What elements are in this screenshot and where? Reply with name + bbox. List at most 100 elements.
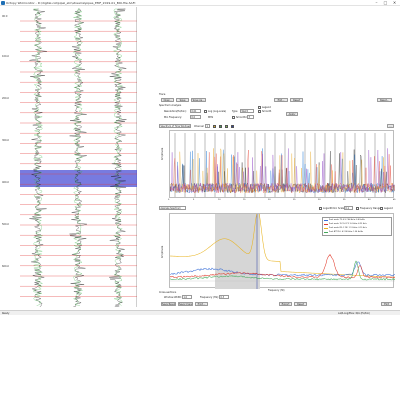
row-label: 00:0 [2, 15, 8, 18]
spectrum-chart[interactable]: Peak mode 7% 0.9 7.44 Hz/a: 0.4 Hz/Hz Pe… [169, 210, 396, 289]
save-results-button[interactable]: Save Results [161, 302, 176, 306]
channel-swatches [213, 124, 243, 128]
log-freq-checkbox[interactable] [319, 207, 322, 210]
frequency-input[interactable]: 0.3 [219, 295, 229, 299]
x-tick-label: 0 [168, 199, 170, 201]
legend-checkbox[interactable] [258, 106, 261, 109]
spectrum-curve [169, 260, 396, 281]
cross-section-label: Cross-sections [159, 291, 177, 294]
export-button[interactable]: Export [279, 302, 292, 306]
seismogram-panel[interactable]: 00:0 100-0 200-0 300-0 400-0 500-0 600-0 [0, 7, 137, 308]
spectrum-section-label: Spectrum Analysis [159, 104, 182, 107]
freq-range-checkbox[interactable] [356, 207, 359, 210]
trace-plot[interactable] [169, 131, 395, 199]
trace-column [109, 8, 127, 308]
spectrum-xlabel: Frequency (Hz) [268, 289, 285, 292]
legend-entry: Peak mode 15 15.37 F 3 4 Hz/a: 4.25 Hz/s [329, 223, 367, 225]
legend-swatch [324, 224, 328, 225]
spectrum-curve [169, 210, 396, 278]
spectrum-plot[interactable] [169, 210, 396, 289]
smoothing-checkbox[interactable] [232, 116, 235, 119]
x-tick-label: 25 [293, 199, 296, 201]
smoothing-label: Smoothing [236, 116, 249, 119]
row-label: 100-0 [2, 55, 9, 58]
maximize-button[interactable]: □ [383, 0, 388, 5]
print-button[interactable]: Print... [195, 302, 208, 306]
minimize-button[interactable]: – [375, 0, 378, 5]
type-label: Type [232, 110, 238, 113]
trace-column [29, 8, 47, 308]
scale-label: Scale [338, 207, 345, 210]
save-button[interactable]: Save [176, 98, 189, 102]
close-button[interactable]: ✕ [392, 0, 397, 5]
plot-button[interactable]: Plot... [274, 98, 288, 102]
smooth-label: Smooth [262, 110, 272, 113]
row-label: 400-0 [2, 181, 9, 184]
row-label: 200-0 [2, 97, 9, 100]
status-coords: Lat/Long/Elev: N/A (Hz/bin) [338, 312, 371, 315]
tab-trace[interactable]: Trace [159, 93, 166, 96]
row-label: 500-0 [2, 223, 9, 226]
window-width-input[interactable]: 1.0 [182, 295, 192, 299]
legend-entry: Peak mode 8% 1.78 I 1.13 Hz/a: 0.15 Hz/s [329, 227, 367, 229]
spectrum-legend: Peak mode 7% 0.9 7.44 Hz/a: 0.4 Hz/Hz Pe… [322, 217, 392, 236]
freq-range-label: Frequency Range [360, 207, 381, 210]
seismogram-plot[interactable] [0, 7, 137, 308]
spectrum-view-select[interactable]: Average Spectrum [159, 206, 186, 210]
reset-button[interactable]: Reset [290, 98, 303, 102]
channel-select[interactable]: 1 [205, 124, 210, 128]
trace-settings-button[interactable]: … [387, 124, 394, 128]
legend-entry: Peak mode 7% 0.9 7.44 Hz/a: 0.4 Hz/Hz [329, 219, 365, 221]
scale-input[interactable]: 0.1 [344, 206, 353, 210]
trace-series [169, 148, 395, 194]
x-tick-label: 15 [243, 199, 246, 201]
x-tick-label: 35 [343, 199, 346, 201]
resolution-input[interactable]: 0.01 [190, 109, 201, 113]
smoothing-input[interactable]: 3 [247, 115, 254, 119]
x-tick-label: 10 [218, 199, 221, 201]
trace-column [69, 8, 87, 308]
spectrum-curve [169, 254, 396, 279]
open-button[interactable]: Open.. [161, 98, 174, 102]
channel-color-swatch[interactable] [219, 124, 222, 128]
min-freq-input[interactable]: 0.0 [190, 115, 201, 119]
channel-label: Channel [194, 125, 204, 128]
window-title: Octopy Wizmonitor - D:\digital-cst\pipel… [6, 1, 136, 5]
apply-button[interactable]: Apply [286, 112, 298, 116]
reset-bottom-button[interactable]: Reset [294, 302, 307, 306]
x-tick-label: 40 [368, 199, 371, 201]
trace-view-select[interactable]: Spectrum of Time Windows [159, 124, 191, 128]
channel-color-swatch[interactable] [231, 124, 234, 128]
legend-swatch [324, 220, 328, 221]
log-checkbox[interactable] [204, 110, 207, 113]
type-select[interactable]: Welch [240, 109, 254, 113]
window-width-label: Window Width: [164, 296, 182, 299]
spectrum-legend-checkbox[interactable] [380, 207, 383, 210]
frequency-label: Frequency (Hz): [200, 296, 219, 299]
spectrum-legend-label: Legend [384, 207, 393, 210]
save-as-button[interactable]: Save As... [191, 98, 206, 102]
log-label: Log (Log-scale) [208, 110, 227, 113]
trace-series [169, 148, 395, 194]
smooth-checkbox[interactable] [258, 110, 261, 113]
selected-window-band [20, 170, 137, 187]
trace-column-overlay [72, 8, 83, 306]
trace-column-overlay [112, 8, 124, 306]
exit-button[interactable]: Exit [381, 302, 392, 306]
trace-column-overlay [32, 8, 44, 306]
legend-swatch [324, 228, 328, 229]
trace-x-ticks: 0 5 10 15 20 25 30 35 40 45 [168, 199, 396, 203]
trace-ylabel: Amplitude [161, 147, 164, 160]
channel-color-swatch[interactable] [213, 124, 216, 128]
row-label: 600-0 [2, 265, 9, 268]
app-icon [1, 1, 5, 5]
legend-swatch [324, 232, 328, 233]
reset-all-button[interactable]: Reset... [377, 98, 392, 102]
status-text: Ready [2, 312, 10, 315]
save-image-button[interactable]: Save Image [178, 302, 193, 306]
spectrum-curve [169, 261, 396, 277]
channel-color-swatch[interactable] [225, 124, 228, 128]
trace-series [169, 149, 395, 194]
title-bar: Octopy Wizmonitor - D:\digital-cst\pipel… [0, 0, 400, 6]
trace-chart[interactable] [169, 130, 395, 199]
